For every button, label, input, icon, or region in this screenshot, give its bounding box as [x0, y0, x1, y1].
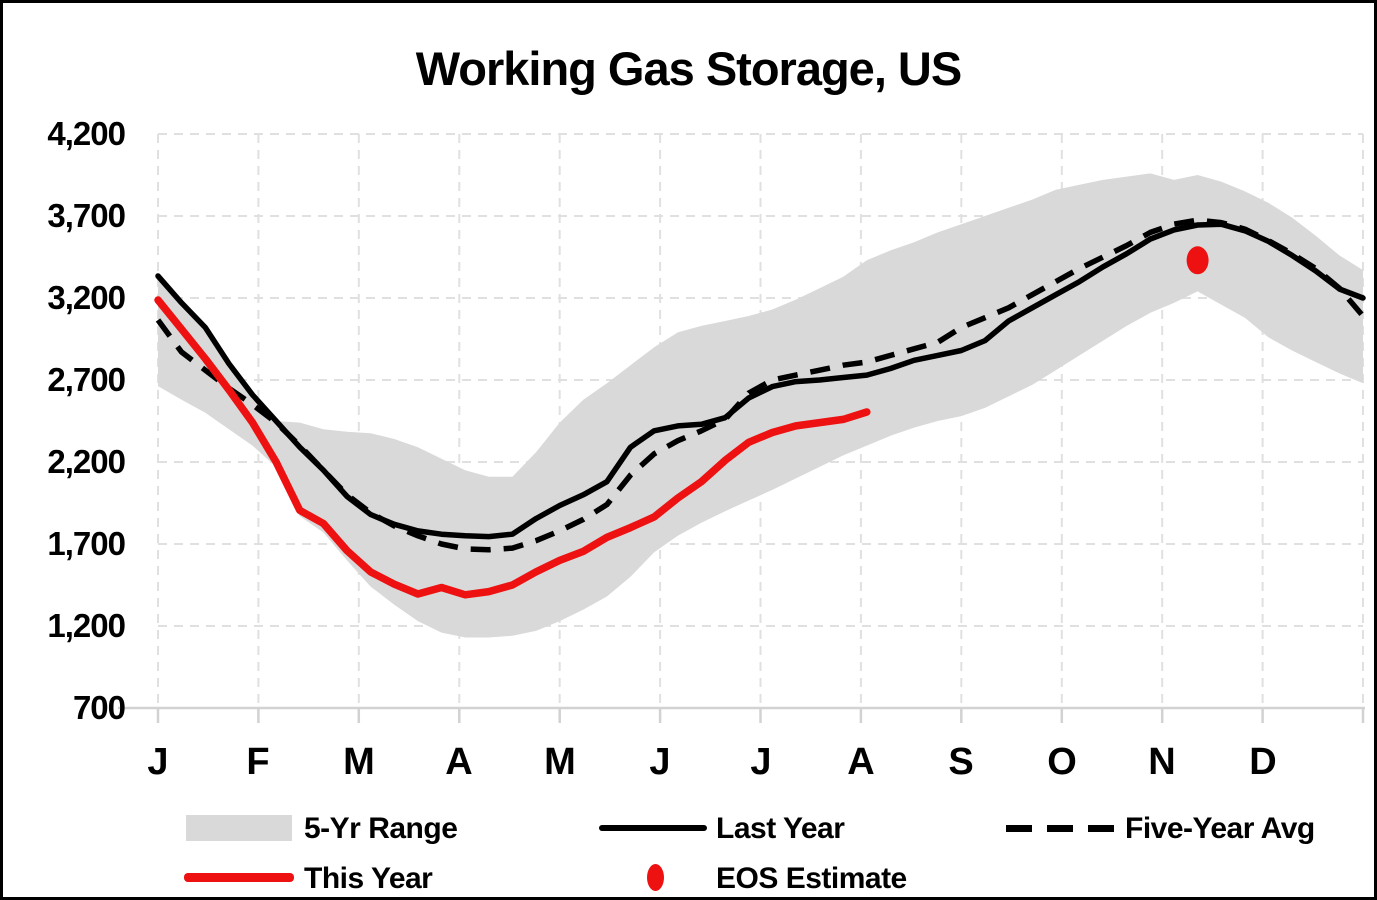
legend-label-eos: EOS Estimate — [716, 862, 907, 895]
legend-swatch-this-year — [184, 873, 294, 882]
legend-swatch-5yr-range — [186, 815, 292, 841]
x-axis-label-month: O — [1047, 741, 1077, 783]
x-axis-label-month: A — [445, 741, 473, 783]
x-axis-label-month: J — [649, 741, 671, 783]
x-axis-label-month: F — [246, 741, 270, 783]
y-axis-label: 700 — [72, 689, 126, 726]
eos-estimate-dot — [1186, 246, 1209, 275]
x-axis-label-month: J — [750, 741, 772, 783]
x-axis-label-month: M — [544, 741, 576, 783]
x-axis-label-month: M — [343, 741, 375, 783]
legend-label-last-year: Last Year — [716, 812, 845, 845]
legend-swatch-five-year-avg — [1006, 825, 1118, 832]
chart-title: Working Gas Storage, US — [415, 42, 962, 95]
x-axis-label-month: S — [948, 741, 974, 783]
x-axis-label-month: A — [847, 741, 875, 783]
y-axis-label: 2,200 — [47, 443, 126, 480]
x-axis-label-month: J — [147, 741, 169, 783]
y-axis-label: 2,700 — [47, 361, 126, 398]
y-axis-label: 3,200 — [47, 279, 126, 316]
legend-label-five-year-avg: Five-Year Avg — [1125, 812, 1315, 845]
legend-swatch-last-year — [599, 825, 707, 831]
y-axis-label: 4,200 — [47, 115, 126, 152]
legend-label-this-year: This Year — [304, 862, 433, 895]
y-axis-label: 1,700 — [47, 525, 126, 562]
legend-label-5yr-range: 5-Yr Range — [304, 812, 458, 845]
x-axis-label-month: D — [1249, 741, 1277, 783]
y-axis-label: 3,700 — [47, 197, 126, 234]
plot-svg — [118, 133, 1366, 723]
legend-swatch-eos-dot — [647, 864, 664, 891]
y-axis-label: 1,200 — [47, 607, 126, 644]
series-this-year — [154, 296, 871, 599]
series-last-year — [155, 221, 1366, 540]
x-axis-label-month: N — [1148, 741, 1176, 783]
